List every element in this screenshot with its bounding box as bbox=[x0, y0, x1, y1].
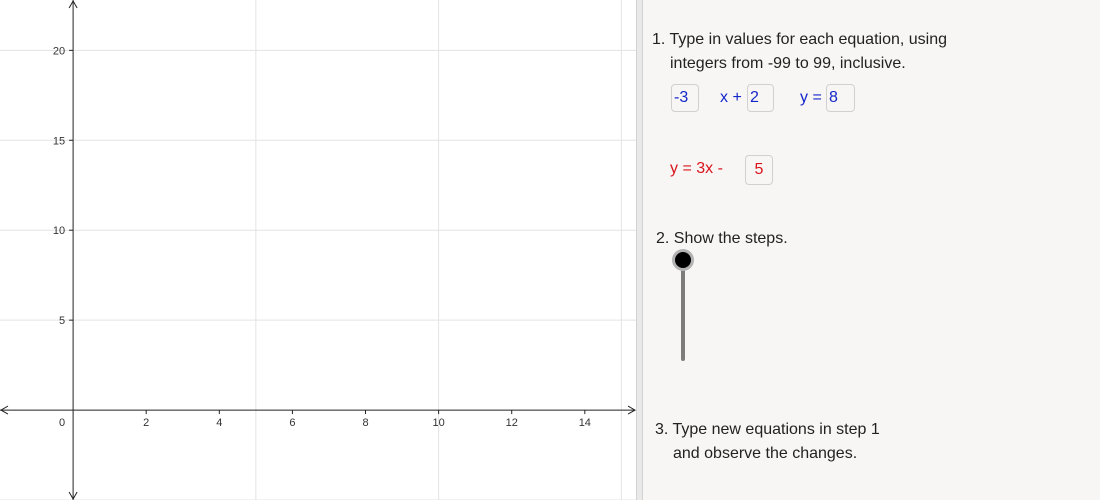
equation2-input[interactable] bbox=[745, 155, 773, 185]
step1-heading-line2: integers from -99 to 99, inclusive. bbox=[670, 55, 906, 72]
slider-track[interactable] bbox=[681, 260, 685, 361]
y-equals-label: y = bbox=[800, 89, 822, 106]
y-axis-arrow-down bbox=[68, 491, 78, 500]
slider-knob[interactable] bbox=[675, 252, 691, 268]
x-tick-label: 10 bbox=[432, 417, 444, 429]
coefficient-input[interactable] bbox=[671, 84, 699, 112]
graphing-canvas[interactable]: 0 2 4 6 8 10 12 14 5 10 15 20 bbox=[0, 0, 636, 500]
y-tick-label: 20 bbox=[53, 45, 65, 57]
x-tick-label: 8 bbox=[362, 417, 368, 429]
x-tick-label: 12 bbox=[506, 417, 518, 429]
x-tick-label: 14 bbox=[579, 417, 591, 429]
algebra-panel bbox=[643, 0, 1100, 500]
step1-heading: 1. Type in values for each equation, usi… bbox=[652, 31, 948, 48]
x-tick-label: 2 bbox=[143, 417, 149, 429]
x-plus-label: x + bbox=[720, 89, 742, 106]
step3-heading-line2: and observe the changes. bbox=[673, 445, 858, 462]
x-tick-label: 4 bbox=[216, 417, 222, 429]
y-axis-arrow-up bbox=[68, 0, 78, 9]
panel-divider[interactable] bbox=[636, 0, 643, 500]
x-tick-label: 0 bbox=[59, 417, 65, 429]
equation2-label: y = 3x - bbox=[670, 160, 723, 177]
x-axis-arrow-left bbox=[0, 405, 9, 415]
constant-input[interactable] bbox=[747, 84, 774, 112]
step3-heading: 3. Type new equations in step 1 bbox=[655, 421, 880, 438]
x-tick-label: 6 bbox=[289, 417, 295, 429]
grid-lines bbox=[0, 0, 636, 500]
y-tick-label: 5 bbox=[59, 315, 65, 327]
step2-heading: 2. Show the steps. bbox=[656, 230, 788, 247]
y-tick-label: 15 bbox=[53, 135, 65, 147]
y-tick-label: 10 bbox=[53, 225, 65, 237]
x-axis-arrow-right bbox=[627, 405, 636, 415]
axes bbox=[0, 0, 636, 500]
y-value-input[interactable] bbox=[826, 84, 855, 112]
tick-labels: 0 2 4 6 8 10 12 14 5 10 15 20 bbox=[53, 45, 591, 429]
